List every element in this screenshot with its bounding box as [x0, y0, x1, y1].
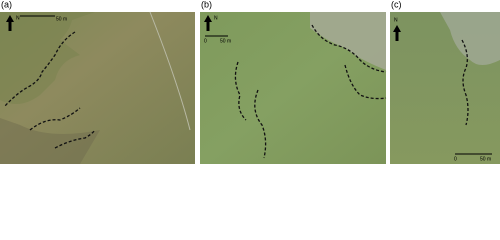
- boundary: [54, 129, 96, 149]
- panel-label: (a): [1, 0, 12, 9]
- north-label: N: [394, 17, 398, 23]
- scale-label: 50 m: [220, 38, 231, 44]
- page: {"panels": [ {"label": "(a)", "north": "…: [0, 0, 500, 164]
- panel-b: N 0 50 m: [200, 12, 387, 164]
- rock-outcrop: [310, 12, 386, 70]
- boundary: [461, 39, 469, 126]
- scale-label: 50 m: [56, 16, 67, 22]
- track: [149, 11, 191, 131]
- scale-start: 0: [454, 156, 457, 162]
- boundary: [4, 31, 76, 107]
- north-label: N: [214, 15, 218, 21]
- boundary: [344, 64, 387, 100]
- scale-label: 50 m: [480, 156, 491, 162]
- rock-outcrop: [440, 12, 500, 65]
- boundary: [311, 24, 387, 73]
- north-arrow: [204, 15, 212, 31]
- rough-ground: [0, 12, 95, 104]
- panel-a: N 50 m: [0, 11, 195, 164]
- panel-label: (b): [201, 0, 212, 9]
- boundary: [254, 89, 267, 159]
- boundary: [234, 61, 247, 121]
- figure: N 50 m (a) N 0 50 m (b) N 0 50 m (c): [0, 0, 500, 164]
- north-arrow: [393, 25, 401, 41]
- panel-label: (c): [391, 0, 402, 9]
- panel-c: N 0 50 m: [390, 12, 500, 164]
- north-arrow: [6, 15, 14, 31]
- boundary: [29, 107, 81, 131]
- rough-ground: [0, 118, 100, 164]
- scale-start: 0: [204, 38, 207, 44]
- north-label: N: [16, 15, 20, 21]
